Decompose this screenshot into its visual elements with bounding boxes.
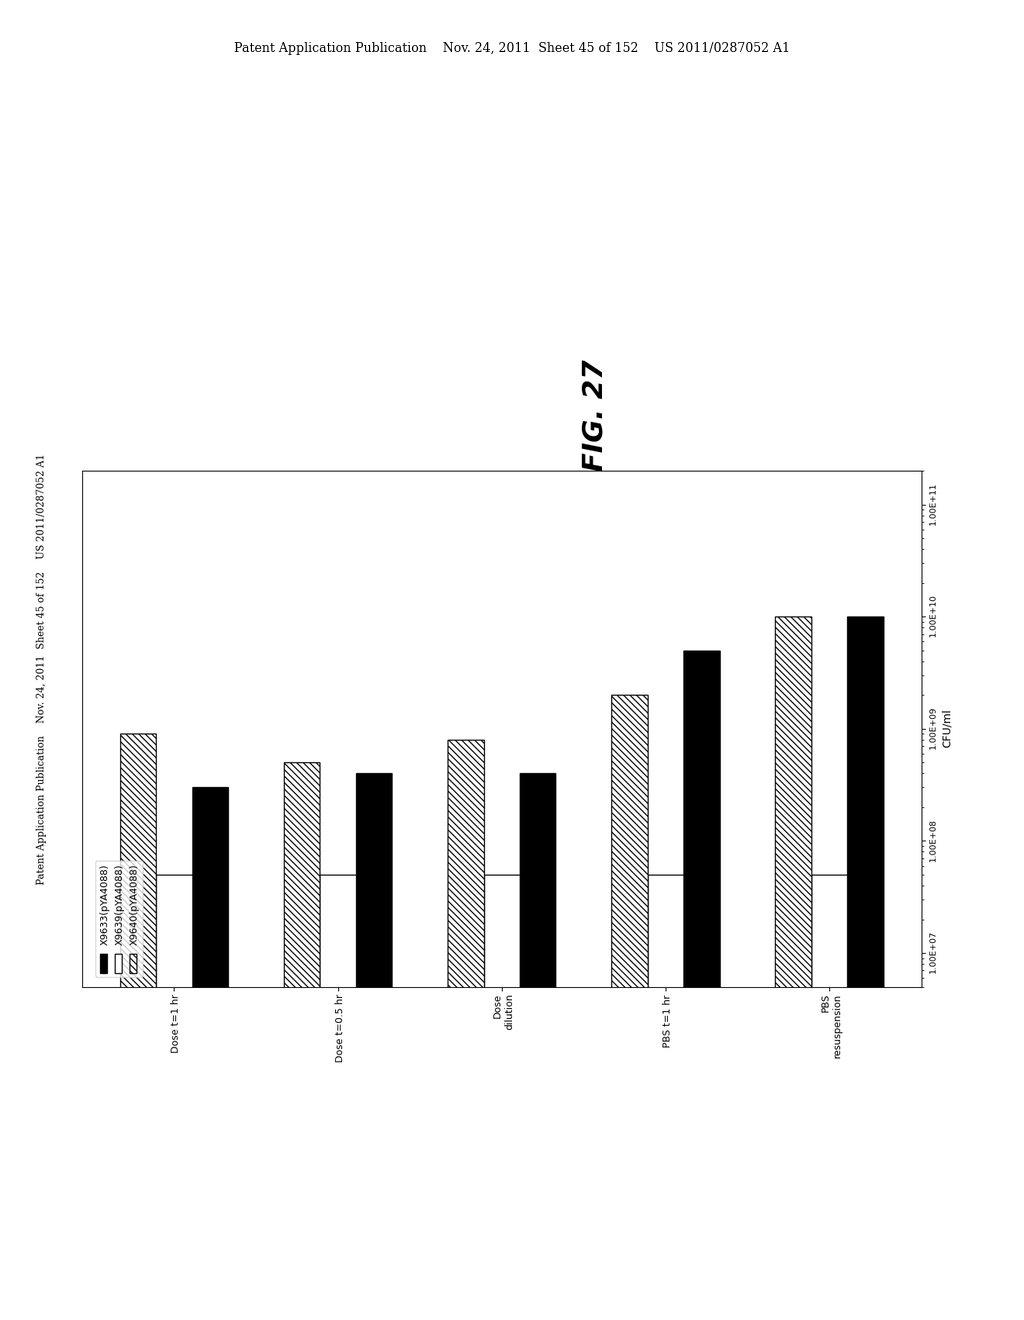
Text: Patent Application Publication    Nov. 24, 2011  Sheet 45 of 152    US 2011/0287: Patent Application Publication Nov. 24, … <box>234 42 790 55</box>
